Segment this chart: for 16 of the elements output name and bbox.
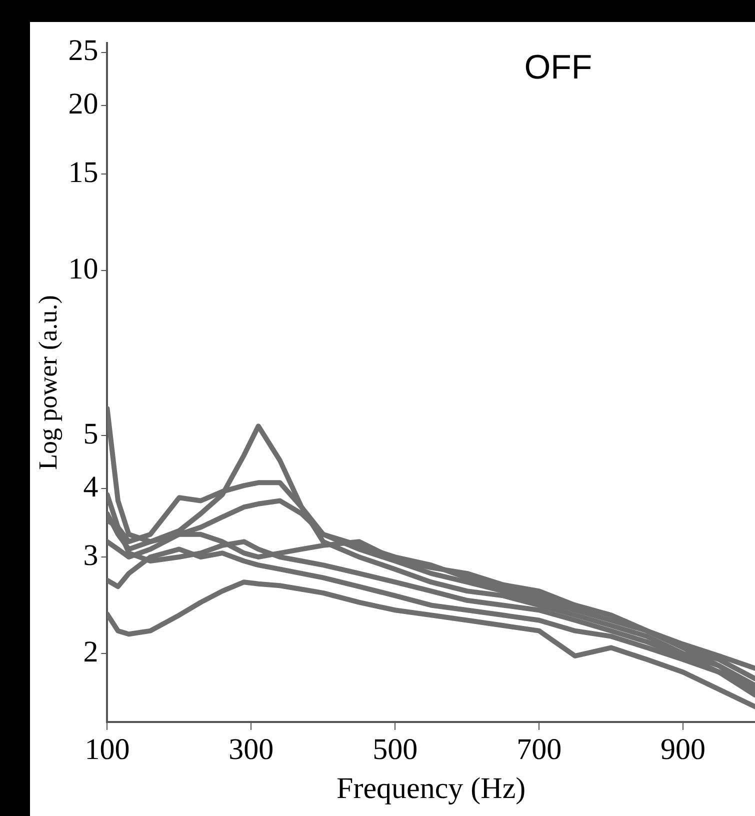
x-tick-label: 500 [372,732,418,766]
y-tick-label: 4 [83,470,98,504]
y-tick-label: 10 [68,252,98,286]
y-tick-label: 2 [83,635,98,668]
annotation: OFF [524,48,592,86]
x-tick-label: 700 [516,732,562,766]
y-tick-label: 5 [83,417,98,450]
y-tick-label: 3 [83,538,98,572]
y-tick-label: 20 [68,87,98,120]
y-tick-label: 15 [68,156,98,189]
y-tick-label: 25 [68,34,98,68]
y-axis-title: Log power (a.u.) [33,295,62,470]
x-tick-label: 900 [660,732,706,766]
x-axis-title: Frequency (Hz) [336,772,526,805]
x-tick-label: 100 [84,732,130,766]
x-tick-label: 300 [228,732,274,766]
